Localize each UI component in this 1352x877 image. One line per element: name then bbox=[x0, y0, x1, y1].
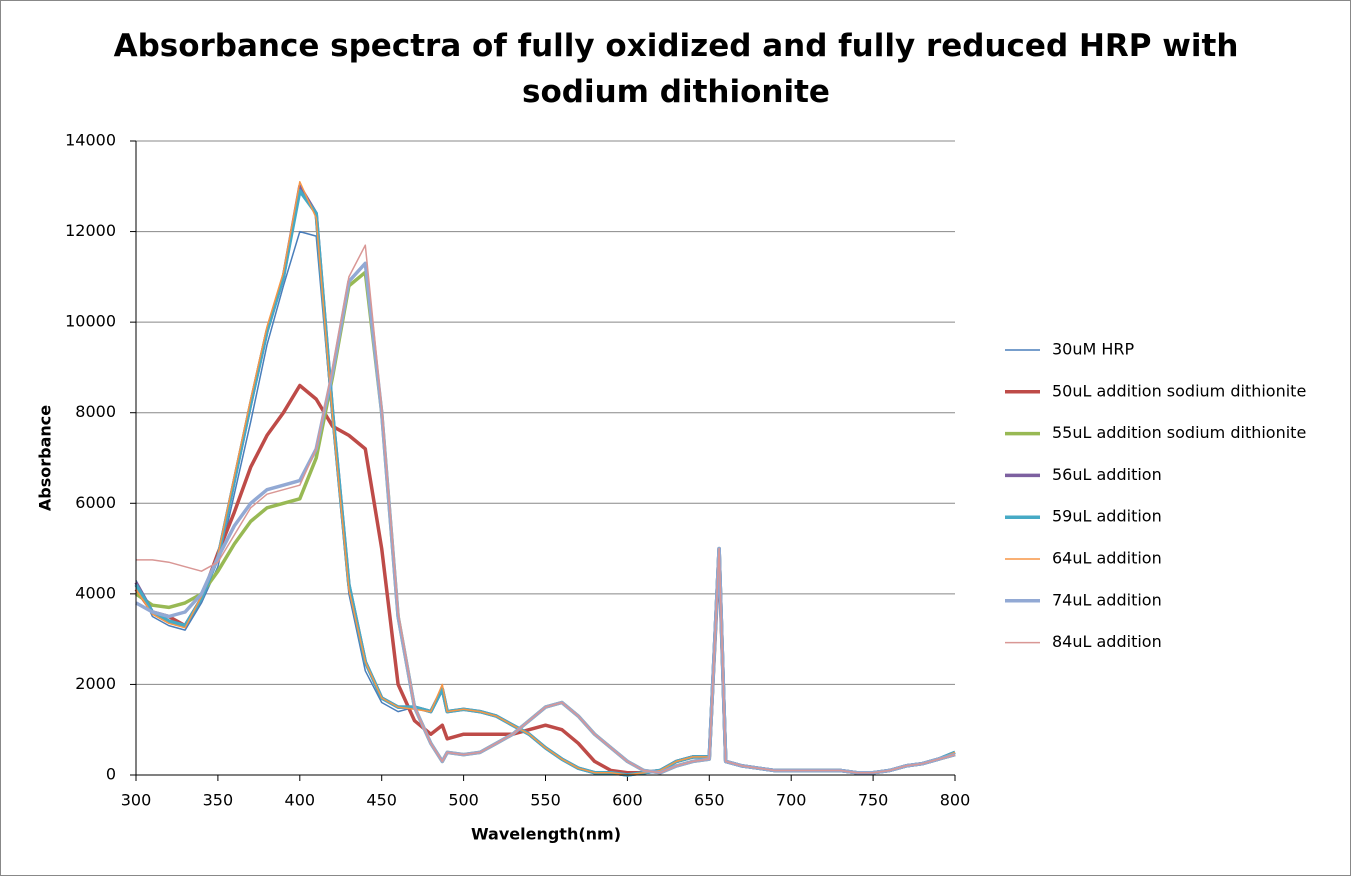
x-tick-label: 350 bbox=[203, 791, 234, 810]
y-tick-label: 4000 bbox=[75, 583, 116, 602]
legend-label: 50uL addition sodium dithionite bbox=[1052, 381, 1306, 400]
legend-label: 64uL addition bbox=[1052, 549, 1162, 568]
chart-title: Absorbance spectra of fully oxidized and… bbox=[114, 28, 1239, 110]
x-tick-label: 400 bbox=[285, 791, 316, 810]
y-axis-label: Absorbance bbox=[36, 405, 55, 511]
series-line bbox=[136, 244, 956, 774]
x-tick-label: 450 bbox=[366, 791, 397, 810]
legend-label: 55uL addition sodium dithionite bbox=[1052, 423, 1306, 442]
y-tick-label: 2000 bbox=[75, 674, 116, 693]
x-tick-label: 750 bbox=[858, 791, 889, 810]
x-tick-label: 550 bbox=[530, 791, 561, 810]
x-tick-label: 500 bbox=[448, 791, 479, 810]
y-tick-label: 0 bbox=[106, 765, 116, 784]
x-tick-label: 800 bbox=[940, 791, 971, 810]
y-tick-label: 12000 bbox=[65, 221, 116, 240]
x-tick-label: 650 bbox=[694, 791, 725, 810]
legend-label: 59uL addition bbox=[1052, 507, 1162, 526]
x-tick-label: 700 bbox=[776, 791, 807, 810]
x-tick-label: 600 bbox=[612, 791, 643, 810]
legend-label: 56uL addition bbox=[1052, 465, 1162, 484]
x-axis-label: Wavelength(nm) bbox=[471, 825, 621, 844]
y-tick-label: 14000 bbox=[65, 131, 116, 150]
x-tick-label: 300 bbox=[121, 791, 152, 810]
y-tick-label: 8000 bbox=[75, 402, 116, 421]
legend-label: 30uM HRP bbox=[1052, 340, 1135, 359]
y-tick-label: 10000 bbox=[65, 312, 116, 331]
legend-label: 74uL addition bbox=[1052, 590, 1162, 609]
legend-label: 84uL addition bbox=[1052, 632, 1162, 651]
y-tick-label: 6000 bbox=[75, 493, 116, 512]
